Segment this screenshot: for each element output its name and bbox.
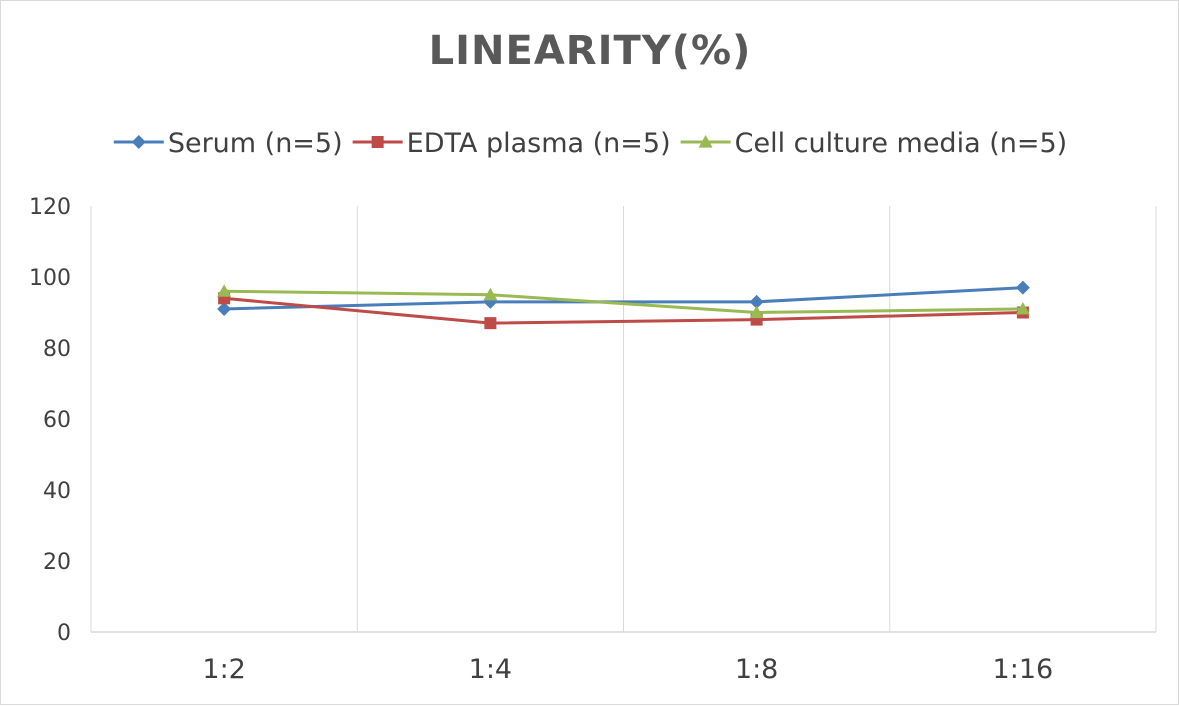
series-line-2 — [223, 296, 1023, 325]
legend: Serum (n=5) EDTA plasma (n=5) Cell culture… — [113, 128, 1068, 159]
series-line-1 — [224, 286, 1023, 311]
series-1-point — [217, 301, 232, 316]
series-1-point — [1015, 280, 1030, 295]
legend-label: Cell culture media (n=5) — [735, 128, 1068, 159]
legend-swatch-marker — [698, 135, 713, 148]
series-1-point — [749, 294, 764, 309]
series-line-3 — [224, 289, 1023, 314]
y-tick-label: 20 — [43, 550, 71, 575]
chart-title: LINEARITY(%) — [429, 28, 752, 74]
series-3-point — [1015, 301, 1030, 315]
y-tick-label: 0 — [57, 621, 71, 646]
series-3-point — [483, 287, 498, 301]
x-tick-label: 1:16 — [993, 654, 1054, 685]
legend-item-2: EDTA plasma (n=5) — [352, 128, 671, 159]
y-tick-label: 40 — [43, 479, 71, 504]
y-tick-label: 80 — [43, 337, 71, 362]
series-3-point — [749, 305, 764, 319]
legend-label: EDTA plasma (n=5) — [407, 128, 671, 159]
x-tick-label: 1:2 — [202, 654, 245, 685]
series-2-point — [484, 317, 497, 330]
legend-swatch-marker — [371, 136, 384, 148]
series-3-point — [217, 284, 232, 297]
legend-item-1: Serum (n=5) — [113, 128, 343, 159]
plot-area: 0 20 40 60 80 100 120 1:2 1:4 1:8 1:16 — [29, 195, 1157, 685]
x-tick-label: 1:4 — [469, 654, 512, 685]
y-tick-label: 120 — [29, 195, 71, 220]
legend-item-3: Cell culture media (n=5) — [680, 128, 1068, 159]
x-tick-label: 1:8 — [735, 654, 778, 685]
legend-label: Serum (n=5) — [168, 128, 343, 159]
legend-swatch-marker — [131, 135, 146, 149]
y-tick-label: 60 — [43, 408, 71, 433]
y-tick-label: 100 — [29, 266, 71, 291]
